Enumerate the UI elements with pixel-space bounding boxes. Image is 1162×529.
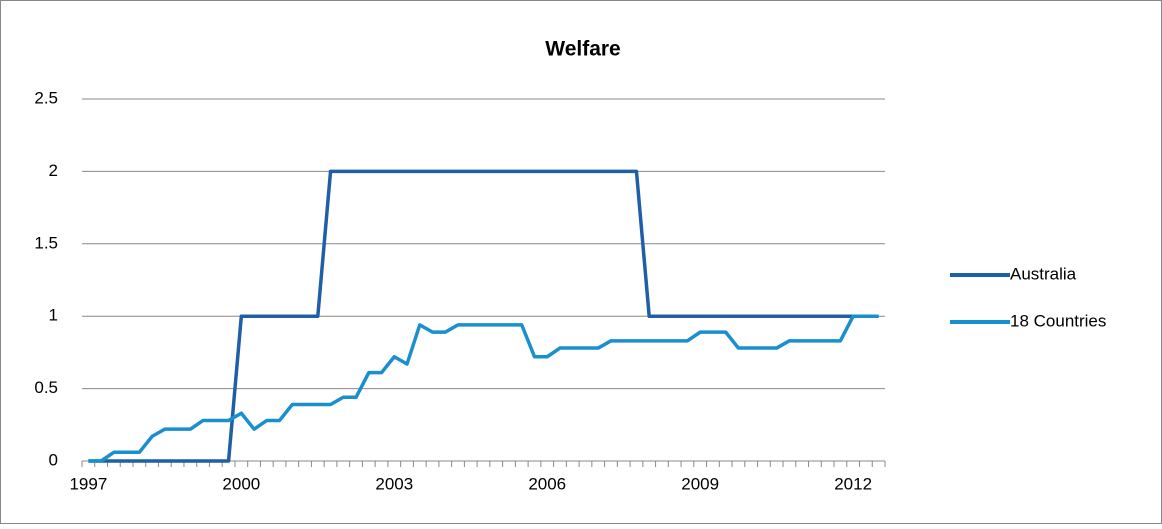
y-tick-label: 2 <box>49 161 58 180</box>
y-tick-label: 1.5 <box>34 233 58 252</box>
x-tick-label: 2009 <box>681 474 719 493</box>
y-tick-label: 2.5 <box>34 88 58 107</box>
x-tick-label: 2006 <box>528 474 566 493</box>
chart-title: Welfare <box>545 38 620 61</box>
line-series <box>88 169 879 463</box>
y-tick-label: 0.5 <box>34 378 58 397</box>
x-tick-label: 2003 <box>375 474 413 493</box>
x-tick-label: 1997 <box>69 474 107 493</box>
legend-label: 18 Countries <box>1010 311 1106 330</box>
line-series <box>88 314 879 463</box>
legend-label: Australia <box>1010 264 1077 283</box>
x-tick-label: 2012 <box>834 474 872 493</box>
y-tick-label: 0 <box>49 450 58 469</box>
y-tick-label: 1 <box>49 306 58 325</box>
x-tick-label: 2000 <box>222 474 260 493</box>
